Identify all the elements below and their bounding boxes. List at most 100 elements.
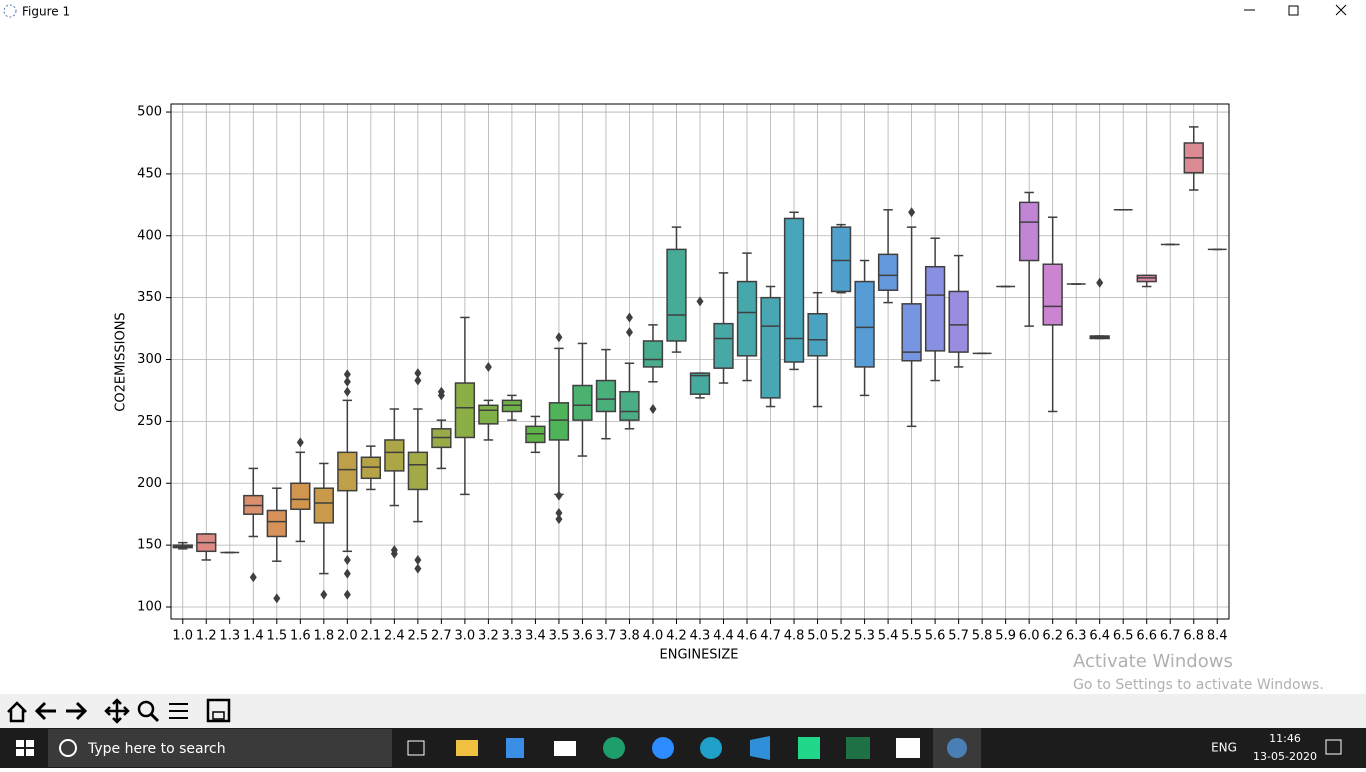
box <box>901 303 922 362</box>
configure-button[interactable] <box>169 703 188 719</box>
x-tick-label: 6.0 <box>1019 629 1040 644</box>
app-photos[interactable] <box>896 738 920 758</box>
box <box>407 451 429 491</box>
x-tick-label: 3.0 <box>455 629 476 644</box>
forward-button[interactable] <box>66 701 88 721</box>
y-tick-label: 500 <box>137 105 162 120</box>
box <box>948 290 969 353</box>
x-tick-label: 3.2 <box>478 629 499 644</box>
outlier <box>414 375 422 386</box>
x-tick-label: 5.5 <box>901 629 922 644</box>
toolbar <box>0 694 1366 728</box>
search-box[interactable] <box>48 729 392 767</box>
outlier <box>555 514 563 525</box>
box <box>924 265 946 352</box>
app-mail[interactable] <box>554 741 576 756</box>
x-tick-label: 1.3 <box>219 629 240 644</box>
x-tick-label: 5.2 <box>831 629 852 644</box>
x-tick-label: 2.0 <box>337 629 358 644</box>
restore-button[interactable] <box>1288 5 1299 16</box>
window-title: Figure 1 <box>22 5 70 19</box>
app-edge[interactable] <box>700 737 722 759</box>
x-tick-label: 5.9 <box>995 629 1016 644</box>
x-tick-label: 5.6 <box>925 629 946 644</box>
notifications[interactable] <box>1325 739 1342 755</box>
x-tick-label: 1.4 <box>243 629 264 644</box>
x-tick-label: 2.4 <box>384 629 405 644</box>
clock-date[interactable]: 13-05-2020 <box>1253 750 1317 763</box>
box <box>572 384 593 421</box>
app-zoom[interactable] <box>652 737 674 759</box>
x-tick-label: 6.7 <box>1160 629 1181 644</box>
x-tick-label: 5.0 <box>807 629 828 644</box>
box <box>760 296 781 399</box>
box <box>783 217 805 363</box>
box <box>1019 201 1040 262</box>
outlier <box>437 386 445 397</box>
x-tick-label: 5.4 <box>878 629 899 644</box>
x-tick-label: 6.6 <box>1136 629 1157 644</box>
x-tick-label: 1.2 <box>196 629 217 644</box>
y-tick-label: 350 <box>137 290 162 305</box>
box <box>454 382 476 439</box>
app-store[interactable] <box>506 738 524 758</box>
pan-button[interactable] <box>104 698 130 724</box>
x-tick-label: 4.8 <box>784 629 805 644</box>
outlier <box>343 554 351 565</box>
close-button[interactable] <box>1335 4 1347 16</box>
outlier <box>625 327 633 338</box>
outlier <box>649 404 657 415</box>
plot-frame <box>170 103 1230 620</box>
y-tick-label: 450 <box>137 166 162 181</box>
search-placeholder: Type here to search <box>87 741 226 757</box>
outlier <box>320 589 328 600</box>
box <box>548 402 570 441</box>
box <box>478 404 499 425</box>
app-icon <box>3 4 17 18</box>
y-tick-label: 300 <box>137 352 162 367</box>
x-tick-label: 1.8 <box>313 629 334 644</box>
home-button[interactable] <box>7 701 27 723</box>
app-explorer[interactable] <box>456 740 478 756</box>
box <box>595 379 617 413</box>
x-tick-label: 1.5 <box>266 629 287 644</box>
box <box>830 226 852 293</box>
y-axis-label: CO2EMISSIONS <box>114 312 129 411</box>
app-upwork[interactable] <box>603 737 625 759</box>
x-tick-label: 5.7 <box>948 629 969 644</box>
box <box>384 439 405 472</box>
back-button[interactable] <box>34 701 56 721</box>
x-tick-label: 8.4 <box>1207 629 1228 644</box>
x-tick-label: 4.2 <box>666 629 687 644</box>
app-vscode[interactable] <box>750 736 770 760</box>
outlier <box>625 312 633 323</box>
box <box>713 322 734 369</box>
outlier <box>555 332 563 343</box>
clock-time[interactable]: 11:46 <box>1269 732 1301 745</box>
outlier <box>484 361 492 372</box>
language[interactable]: ENG <box>1211 741 1237 755</box>
y-tick-label: 100 <box>137 599 162 614</box>
box <box>642 340 664 368</box>
y-tick-label: 150 <box>137 538 162 553</box>
app-pycharm[interactable] <box>798 737 820 759</box>
y-tick-label: 200 <box>137 476 162 491</box>
task-view[interactable] <box>407 740 425 756</box>
save-button[interactable] <box>206 698 231 723</box>
x-tick-label: 3.6 <box>572 629 593 644</box>
outlier <box>1096 277 1104 288</box>
start-button[interactable] <box>16 740 34 756</box>
box <box>854 280 875 368</box>
outlier <box>343 369 351 380</box>
x-tick-label: 1.0 <box>172 629 193 644</box>
zoom-button[interactable] <box>137 700 155 718</box>
x-tick-label: 6.5 <box>1113 629 1134 644</box>
outlier <box>908 207 916 218</box>
x-tick-label: 2.7 <box>431 629 452 644</box>
box <box>290 482 311 510</box>
app-excel[interactable] <box>846 737 870 759</box>
x-tick-label: 5.3 <box>854 629 875 644</box>
